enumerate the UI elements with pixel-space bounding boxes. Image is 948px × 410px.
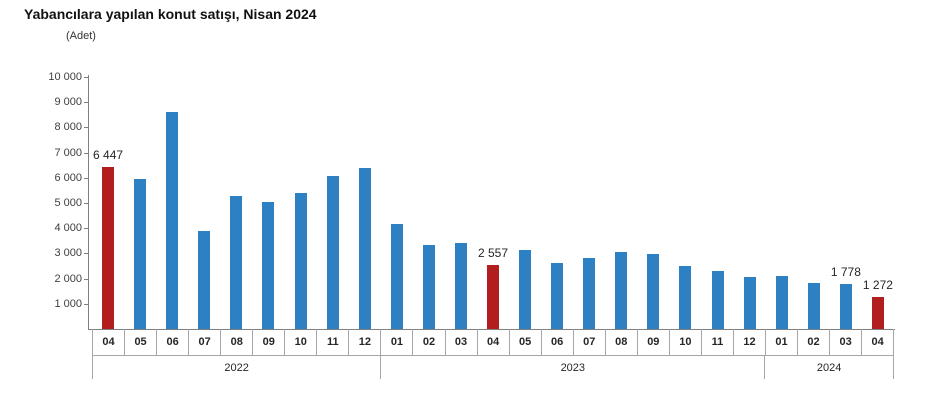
y-tick xyxy=(84,127,88,129)
bar-2023-02 xyxy=(422,244,435,329)
month-cell-2022-11: 11 xyxy=(317,329,350,355)
year-label-2022: 2022 xyxy=(93,356,382,379)
y-tick xyxy=(84,177,88,179)
bar-2022-07 xyxy=(198,230,211,329)
month-cell-2023-01: 01 xyxy=(381,329,414,355)
y-tick-label: 1 000 xyxy=(54,297,82,310)
month-cell-2022-05: 05 xyxy=(125,329,158,355)
month-cell-2023-05: 05 xyxy=(510,329,542,355)
month-cell-2023-10: 10 xyxy=(670,329,702,355)
y-tick xyxy=(84,253,88,255)
bar-2023-05 xyxy=(519,249,532,329)
month-cell-2022-04: 04 xyxy=(93,329,126,355)
y-axis-line xyxy=(88,75,89,329)
bar-2022-04 xyxy=(102,166,115,329)
bar-2022-08 xyxy=(230,196,243,329)
month-cell-2023-02: 02 xyxy=(413,329,446,355)
bar-2022-10 xyxy=(294,193,307,329)
y-tick-label: 10 000 xyxy=(48,71,82,83)
bar-2023-07 xyxy=(583,258,596,329)
bar-2022-11 xyxy=(326,175,339,329)
y-tick xyxy=(84,102,88,104)
bar-2024-01 xyxy=(775,276,788,329)
month-cell-2023-09: 09 xyxy=(638,329,670,355)
y-tick xyxy=(84,77,88,78)
bar-2024-02 xyxy=(807,283,820,329)
month-cell-2023-03: 03 xyxy=(446,329,478,355)
y-tick xyxy=(84,278,88,280)
month-cell-2022-07: 07 xyxy=(189,329,222,355)
bar-2023-08 xyxy=(615,251,628,329)
year-axis-row: 2022 2023 2024 xyxy=(92,356,895,379)
month-cell-2022-06: 06 xyxy=(157,329,190,355)
month-cell-2022-08: 08 xyxy=(221,329,254,355)
bar-2023-11 xyxy=(711,271,724,329)
unit-label: (Adet) xyxy=(66,30,96,42)
bar-label-2023-04: 2 557 xyxy=(477,245,508,260)
bar-label-2022-04: 6 447 xyxy=(93,147,124,162)
y-tick-label: 7 000 xyxy=(54,146,82,159)
month-cell-2023-06: 06 xyxy=(542,329,574,355)
bar-label-2024-04: 1 272 xyxy=(862,277,893,292)
y-tick-label: 6 000 xyxy=(54,171,82,184)
x-axis-baseline xyxy=(88,329,895,330)
bar-2023-10 xyxy=(679,266,692,329)
bar-2024-04 xyxy=(871,296,884,329)
bar-2022-05 xyxy=(134,178,147,329)
y-tick-label: 2 000 xyxy=(54,272,82,285)
month-cell-2023-04: 04 xyxy=(478,329,510,355)
bar-2023-04 xyxy=(487,264,499,329)
month-cell-2024-04: 04 xyxy=(862,329,895,355)
bar-label-2024-03: 1 778 xyxy=(830,265,861,280)
bar-2022-12 xyxy=(358,168,371,329)
y-tick xyxy=(84,303,88,305)
month-cell-2024-03: 03 xyxy=(830,329,863,355)
y-tick-label: 5 000 xyxy=(54,197,82,209)
month-cell-2023-07: 07 xyxy=(574,329,606,355)
month-cell-2022-09: 09 xyxy=(253,329,286,355)
y-tick xyxy=(84,228,88,230)
month-axis-row: 04 05 06 07 08 09 10 11 12 01 02 03 04 05 06 07 08 09 10 11… xyxy=(92,329,895,356)
bar-2023-06 xyxy=(551,262,564,329)
bar-2023-12 xyxy=(743,276,756,329)
month-cell-2022-10: 10 xyxy=(285,329,318,355)
bar-2024-03 xyxy=(839,284,852,329)
month-cell-2023-12: 12 xyxy=(734,329,766,355)
y-tick-label: 9 000 xyxy=(54,96,82,109)
month-cell-2024-01: 01 xyxy=(766,329,799,355)
bar-2022-06 xyxy=(166,111,179,329)
year-label-2024: 2024 xyxy=(765,356,895,379)
y-tick-label: 8 000 xyxy=(54,121,82,134)
bar-2023-01 xyxy=(390,223,403,329)
month-cell-2023-11: 11 xyxy=(702,329,734,355)
month-cell-2023-08: 08 xyxy=(606,329,638,355)
month-cell-2022-12: 12 xyxy=(349,329,382,355)
year-label-2023: 2023 xyxy=(381,356,766,379)
bar-2023-03 xyxy=(454,243,467,329)
bar-2022-09 xyxy=(262,201,275,329)
chart-title: Yabancılara yapılan konut satışı, Nisan … xyxy=(24,6,317,22)
month-cell-2024-02: 02 xyxy=(798,329,831,355)
y-tick xyxy=(84,203,88,204)
bar-2023-09 xyxy=(647,254,660,329)
y-tick xyxy=(84,152,88,154)
y-tick-label: 4 000 xyxy=(54,222,82,235)
y-tick-label: 3 000 xyxy=(54,247,82,260)
